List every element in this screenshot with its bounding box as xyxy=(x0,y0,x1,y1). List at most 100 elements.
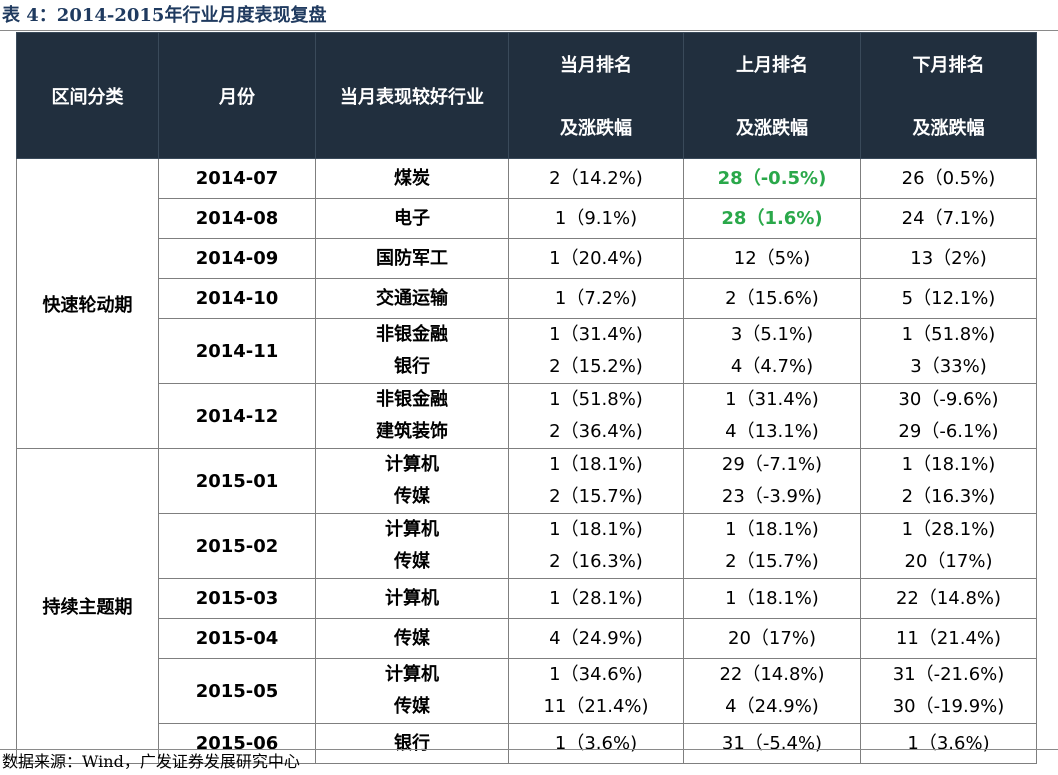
header-next-line1: 下月排名 xyxy=(912,55,985,77)
industry-cell: 非银金融 建筑装饰 xyxy=(315,383,509,449)
industry-value: 银行 xyxy=(394,732,430,754)
table-body: 快速轮动期 2014-07 煤炭 2（14.2%) 28（-0.5%) 26（0.5%) 2… xyxy=(16,158,1037,764)
next-rank-cell: 11（21.4%) xyxy=(860,618,1037,659)
previous-rank-cell: 20（17%) xyxy=(683,618,861,659)
previous-rank-value: 4（24.9%) xyxy=(725,696,819,717)
industry-value: 传媒 xyxy=(394,696,430,717)
previous-rank-value: 29（-7.1%) xyxy=(721,454,823,475)
current-rank-value: 1（7.2%) xyxy=(554,287,638,309)
industry-cell: 非银金融 银行 xyxy=(315,318,509,384)
month-cell: 2015-02 xyxy=(158,513,316,579)
industry-value: 交通运输 xyxy=(376,287,448,309)
industry-cell: 计算机 传媒 xyxy=(315,658,509,724)
previous-rank-value: 22（14.8%) xyxy=(719,664,825,685)
industry-cell: 银行 xyxy=(315,723,509,764)
current-rank-cell: 1（9.1%) xyxy=(508,198,684,239)
month-cell: 2014-08 xyxy=(158,198,316,239)
header-industry: 当月表现较好行业 xyxy=(315,32,509,159)
category-cell: 快速轮动期 xyxy=(16,158,159,449)
current-rank-cell: 1（3.6%) xyxy=(508,723,684,764)
industry-cell: 传媒 xyxy=(315,618,509,659)
previous-rank-value: 12（5%) xyxy=(733,247,811,269)
table-row: 快速轮动期 2014-07 煤炭 2（14.2%) 28（-0.5%) 26（0.5%) xyxy=(16,158,1037,449)
previous-rank-cell: 31（-5.4%) xyxy=(683,723,861,764)
header-previous-rank: 上月排名 及涨跌幅 xyxy=(683,32,861,159)
previous-rank-value: 28（-0.5%) xyxy=(717,167,827,189)
next-rank-value: 3（33%) xyxy=(910,356,987,377)
month-cell: 2015-05 xyxy=(158,658,316,724)
previous-rank-cell: 1（18.1%) 2（15.7%) xyxy=(683,513,861,579)
previous-rank-cell: 22（14.8%) 4（24.9%) xyxy=(683,658,861,724)
table-row: 2015-02 计算机 传媒 1（18.1%) 2（16.3%) 1（18.1%) 2（15… xyxy=(17,513,1037,579)
industry-value: 非银金融 xyxy=(376,389,448,410)
previous-rank-cell: 28（-0.5%) xyxy=(683,158,861,199)
next-rank-value: 5（12.1%) xyxy=(901,287,996,309)
next-rank-value: 1（18.1%) xyxy=(901,454,996,475)
header-previous-line1: 上月排名 xyxy=(736,55,808,77)
current-rank-value: 1（31.4%) xyxy=(549,324,643,345)
previous-rank-cell: 29（-7.1%) 23（-3.9%) xyxy=(683,448,861,514)
table-row: 2014-11 非银金融 银行 1（31.4%) 2（15.2%) 3（5.1%) 4（4.… xyxy=(17,318,1037,384)
current-rank-value: 2（15.7%) xyxy=(549,486,643,507)
industry-value: 银行 xyxy=(394,356,430,377)
title-divider xyxy=(0,30,1058,31)
next-rank-cell: 31（-21.6%) 30（-19.9%) xyxy=(860,658,1037,724)
footer-divider xyxy=(0,749,1058,750)
table-row: 2015-06 银行 1（3.6%) 31（-5.4%) 1（3.6%) xyxy=(17,723,1037,764)
source-note: 数据来源：Wind，广发证券发展研究中心 xyxy=(2,752,300,771)
current-rank-value: 1（34.6%) xyxy=(549,664,643,685)
industry-value: 传媒 xyxy=(394,486,430,507)
previous-rank-cell: 3（5.1%) 4（4.7%) xyxy=(683,318,861,384)
current-rank-value: 1（3.6%) xyxy=(554,732,638,754)
industry-cell: 计算机 xyxy=(315,578,509,619)
next-rank-value: 1（28.1%) xyxy=(901,519,996,540)
table-row: 2015-03 计算机 1（28.1%) 1（18.1%) 22（14.8%) xyxy=(17,578,1037,619)
industry-value: 计算机 xyxy=(385,664,439,685)
current-rank-cell: 4（24.9%) xyxy=(508,618,684,659)
previous-rank-cell: 1（18.1%) xyxy=(683,578,861,619)
previous-rank-value: 4（13.1%) xyxy=(725,421,819,442)
next-rank-cell: 30（-9.6%) 29（-6.1%) xyxy=(860,383,1037,449)
header-month: 月份 xyxy=(158,32,316,159)
month-cell: 2014-07 xyxy=(158,158,316,199)
industry-cell: 国防军工 xyxy=(315,238,509,279)
industry-value: 建筑装饰 xyxy=(376,421,448,442)
industry-value: 非银金融 xyxy=(376,324,448,345)
previous-rank-value: 4（4.7%) xyxy=(730,356,814,377)
current-rank-cell: 1（34.6%) 11（21.4%) xyxy=(508,658,684,724)
previous-rank-cell: 1（31.4%) 4（13.1%) xyxy=(683,383,861,449)
previous-rank-cell: 2（15.6%) xyxy=(683,278,861,319)
next-rank-value: 11（21.4%) xyxy=(895,627,1002,649)
current-rank-value: 2（36.4%) xyxy=(549,421,643,442)
current-rank-value: 1（51.8%) xyxy=(549,389,643,410)
current-rank-value: 1（18.1%) xyxy=(549,454,643,475)
industry-value: 电子 xyxy=(394,207,430,229)
current-rank-value: 11（21.4%) xyxy=(543,696,649,717)
current-rank-cell: 1（31.4%) 2（15.2%) xyxy=(508,318,684,384)
next-rank-cell: 1（3.6%) xyxy=(860,723,1037,764)
table-row: 2015-05 计算机 传媒 1（34.6%) 11（21.4%) 22（14.8%) 4（… xyxy=(17,658,1037,724)
header-current-line1: 当月排名 xyxy=(560,55,632,77)
previous-rank-value: 20（17%) xyxy=(728,627,816,649)
industry-cell: 计算机 传媒 xyxy=(315,513,509,579)
industry-value: 计算机 xyxy=(385,519,439,540)
header-row: 区间分类 月份 当月表现较好行业 当月排名 及涨跌幅 上月排名 及涨跌幅 下月排名及… xyxy=(16,32,1037,159)
industry-value: 计算机 xyxy=(385,454,439,475)
month-cell: 2015-03 xyxy=(158,578,316,619)
next-rank-value: 30（-19.9%) xyxy=(892,696,1005,717)
header-current-rank: 当月排名 及涨跌幅 xyxy=(508,32,684,159)
next-rank-value: 22（14.8%) xyxy=(895,587,1002,609)
current-rank-value: 2（16.3%) xyxy=(549,551,643,572)
next-rank-cell: 5（12.1%) xyxy=(860,278,1037,319)
next-rank-cell: 26（0.5%) xyxy=(860,158,1037,199)
month-cell: 2015-06 xyxy=(158,723,316,764)
previous-rank-cell: 28（1.6%) xyxy=(683,198,861,239)
current-rank-cell: 1（20.4%) xyxy=(508,238,684,279)
next-rank-cell: 24（7.1%) xyxy=(860,198,1037,239)
current-rank-cell: 1（7.2%) xyxy=(508,278,684,319)
current-rank-cell: 1（18.1%) 2（15.7%) xyxy=(508,448,684,514)
previous-rank-value: 1（31.4%) xyxy=(725,389,819,410)
current-rank-cell: 1（18.1%) 2（16.3%) xyxy=(508,513,684,579)
industry-value: 计算机 xyxy=(385,587,439,609)
category-cell: 持续主题期 xyxy=(16,448,159,764)
